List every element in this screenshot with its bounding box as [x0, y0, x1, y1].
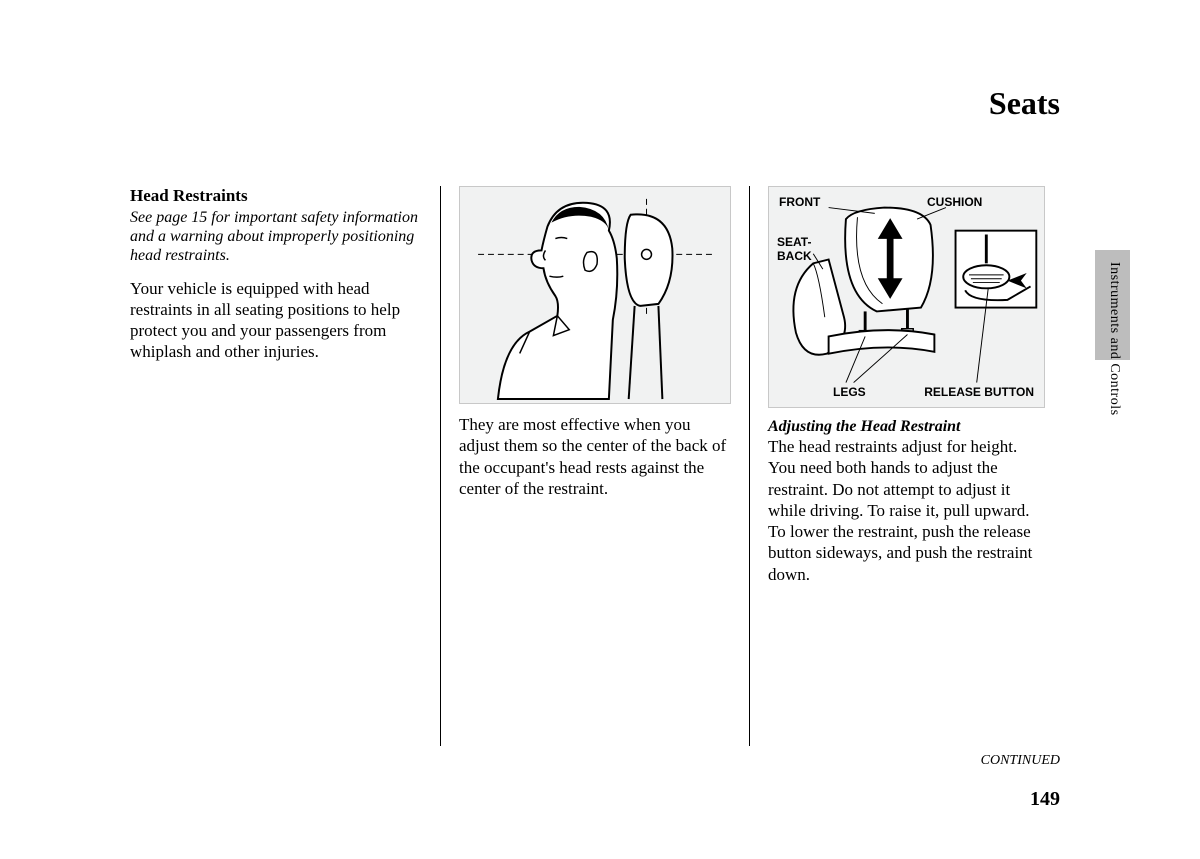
figure-head-position: [459, 186, 731, 404]
col1-heading: Head Restraints: [130, 186, 420, 206]
head-position-illustration: [460, 187, 730, 403]
col3-body: The head restraints adjust for height. Y…: [768, 436, 1045, 585]
column-1: Head Restraints See page 15 for importan…: [130, 186, 440, 746]
label-legs: LEGS: [833, 385, 866, 399]
col3-subheading: Adjusting the Head Restraint: [768, 418, 1045, 436]
label-cushion: CUSHION: [927, 195, 982, 209]
section-label: Instruments and Controls: [1106, 262, 1122, 416]
col1-body: Your vehicle is equipped with head restr…: [130, 278, 420, 363]
page-number: 149: [1030, 788, 1060, 811]
column-2: They are most effective when you adjust …: [440, 186, 750, 746]
page-title: Seats: [989, 85, 1060, 122]
figure-restraint-parts: FRONT CUSHION SEAT- BACK LEGS RELEASE BU…: [768, 186, 1045, 408]
column-3: FRONT CUSHION SEAT- BACK LEGS RELEASE BU…: [750, 186, 1055, 746]
col2-body: They are most effective when you adjust …: [459, 414, 731, 499]
col1-safety-note: See page 15 for important safety informa…: [130, 208, 420, 266]
restraint-parts-illustration: [769, 187, 1044, 407]
continued-label: CONTINUED: [981, 753, 1060, 769]
content-columns: Head Restraints See page 15 for importan…: [130, 186, 1055, 746]
label-release: RELEASE BUTTON: [924, 385, 1034, 399]
label-front: FRONT: [779, 195, 820, 209]
manual-page: Seats Instruments and Controls Head Rest…: [0, 0, 1200, 859]
label-seatback: SEAT- BACK: [777, 235, 812, 263]
